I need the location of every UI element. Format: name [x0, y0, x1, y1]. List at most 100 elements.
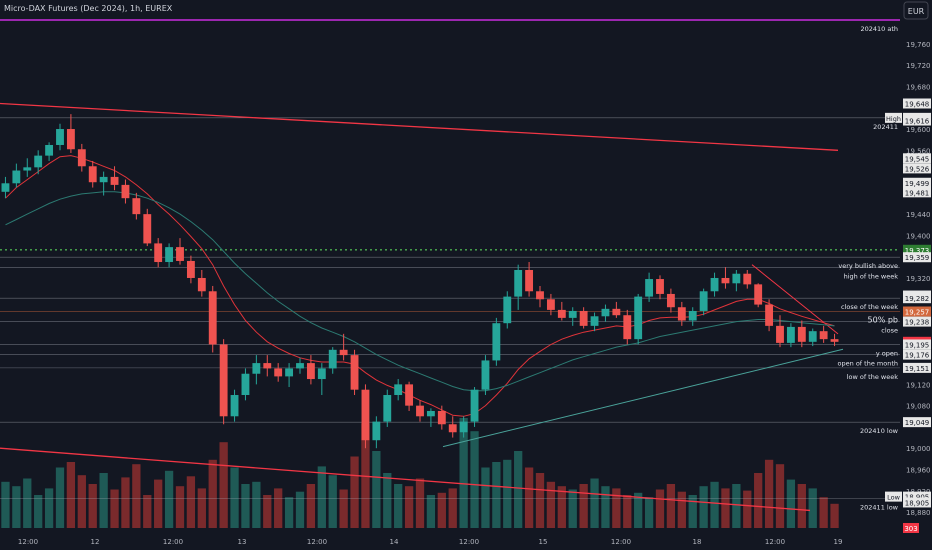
candles-layer [1, 114, 839, 449]
candle [154, 238, 163, 268]
candle [754, 283, 763, 308]
candle [688, 307, 697, 326]
candle-body [176, 247, 184, 261]
price-label: 19,373 [905, 247, 930, 255]
level-label: close of the week [841, 303, 898, 311]
price-label-box [903, 362, 931, 373]
candle-body [623, 315, 632, 340]
volume-bar [775, 464, 785, 528]
volume-bar [66, 462, 76, 528]
price-label-box [903, 244, 931, 255]
candle-body [23, 167, 32, 171]
candle-body [132, 198, 141, 215]
price-axis[interactable]: 19,760 19,720 19,680 19,600 19,560 19,440 19,4… [885, 41, 931, 533]
candle-body [165, 247, 174, 263]
candle [197, 270, 206, 297]
candle-body [416, 405, 424, 417]
candle-body [819, 331, 828, 340]
price-label-box [903, 163, 931, 174]
candle-body [328, 349, 337, 369]
candle-body [383, 395, 392, 422]
volume-bar [350, 456, 359, 528]
time-axis[interactable]: 12:00 12 12:00 13 12:00 14 12:00 15 12:00 18 12:00… [18, 538, 843, 546]
candle-body [601, 308, 610, 317]
candle [405, 381, 414, 411]
candle [263, 355, 272, 377]
candle-body [754, 284, 763, 305]
volume-bar [546, 481, 556, 528]
price-label-box [903, 306, 931, 317]
candle [252, 355, 261, 385]
candle-body [274, 368, 283, 377]
candle [23, 158, 32, 177]
candle-body [350, 355, 359, 390]
currency-button[interactable]: EUR [903, 1, 929, 20]
level-label: high of the week [844, 272, 899, 280]
volume-bar [99, 473, 108, 528]
candle-body [241, 373, 250, 396]
candle-body [361, 389, 370, 441]
volume-bar [710, 481, 719, 528]
candle-body [732, 273, 741, 284]
volume-bar [688, 495, 697, 528]
volume-bar [219, 442, 228, 528]
candle [372, 416, 381, 449]
volume-bar [241, 484, 250, 528]
candle [590, 312, 599, 332]
candle-body [45, 144, 54, 156]
level-label: low of the week [847, 373, 899, 381]
candle [176, 238, 184, 265]
candle-body [721, 277, 730, 284]
price-tick-label: 19,560 [906, 147, 931, 155]
volume-bar [470, 431, 479, 528]
volume-bar [492, 462, 501, 528]
volume-bar [481, 467, 490, 528]
volume-bar [623, 495, 632, 528]
volume-bar [317, 466, 326, 528]
volume-bar [612, 488, 621, 528]
volume-bar [164, 470, 174, 528]
volume-bar [699, 486, 708, 528]
price-label: 19,176 [905, 352, 930, 360]
price-label-box [903, 98, 931, 109]
candle-body [459, 421, 468, 433]
candle-body [110, 176, 119, 185]
candle-body [437, 410, 446, 425]
candle [241, 368, 250, 401]
candle-body [263, 363, 272, 369]
candle-body [99, 176, 108, 183]
candle-body [666, 293, 675, 308]
candle-body [645, 279, 654, 297]
candle-body [405, 384, 414, 406]
volume-bar [415, 478, 425, 528]
candle [743, 270, 752, 289]
candle [285, 363, 294, 388]
candle [132, 192, 141, 220]
candle-body [677, 307, 686, 321]
candle-body [121, 184, 130, 199]
level-label: 202411 [873, 123, 898, 131]
price-label: 19,195 [905, 341, 930, 349]
volume-bar [426, 495, 436, 528]
candle [121, 179, 130, 204]
candle-body [448, 424, 457, 433]
price-tick-label: 19,000 [906, 445, 931, 453]
candle-body [12, 170, 21, 184]
candle-body [219, 344, 228, 417]
candle [88, 160, 97, 188]
candle [470, 387, 479, 427]
candle-body [634, 296, 643, 340]
candle [66, 114, 75, 153]
candle [699, 288, 708, 316]
price-label: 19,257 [905, 308, 930, 316]
candle-body [481, 360, 490, 390]
candle-body [230, 395, 239, 417]
price-tick-label: 19,120 [906, 381, 931, 389]
candle [219, 339, 228, 425]
candle [317, 363, 326, 396]
candle-body [296, 363, 304, 369]
price-label-box [903, 252, 931, 263]
level-label: open of the month [838, 360, 898, 368]
trend-line [442, 348, 844, 448]
